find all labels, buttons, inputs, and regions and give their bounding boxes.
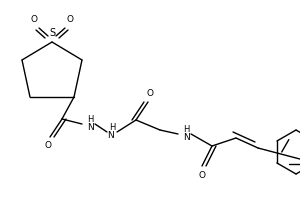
Text: O: O [31,16,38,24]
Text: H: H [87,114,93,123]
Text: N: N [183,134,189,142]
Text: O: O [44,140,52,150]
Text: H: H [183,124,189,134]
Text: O: O [199,170,206,180]
Text: H: H [109,122,115,132]
Text: O: O [146,90,154,98]
Text: S: S [49,28,55,38]
Text: O: O [67,16,73,24]
Text: N: N [87,123,93,132]
Text: N: N [106,132,113,140]
